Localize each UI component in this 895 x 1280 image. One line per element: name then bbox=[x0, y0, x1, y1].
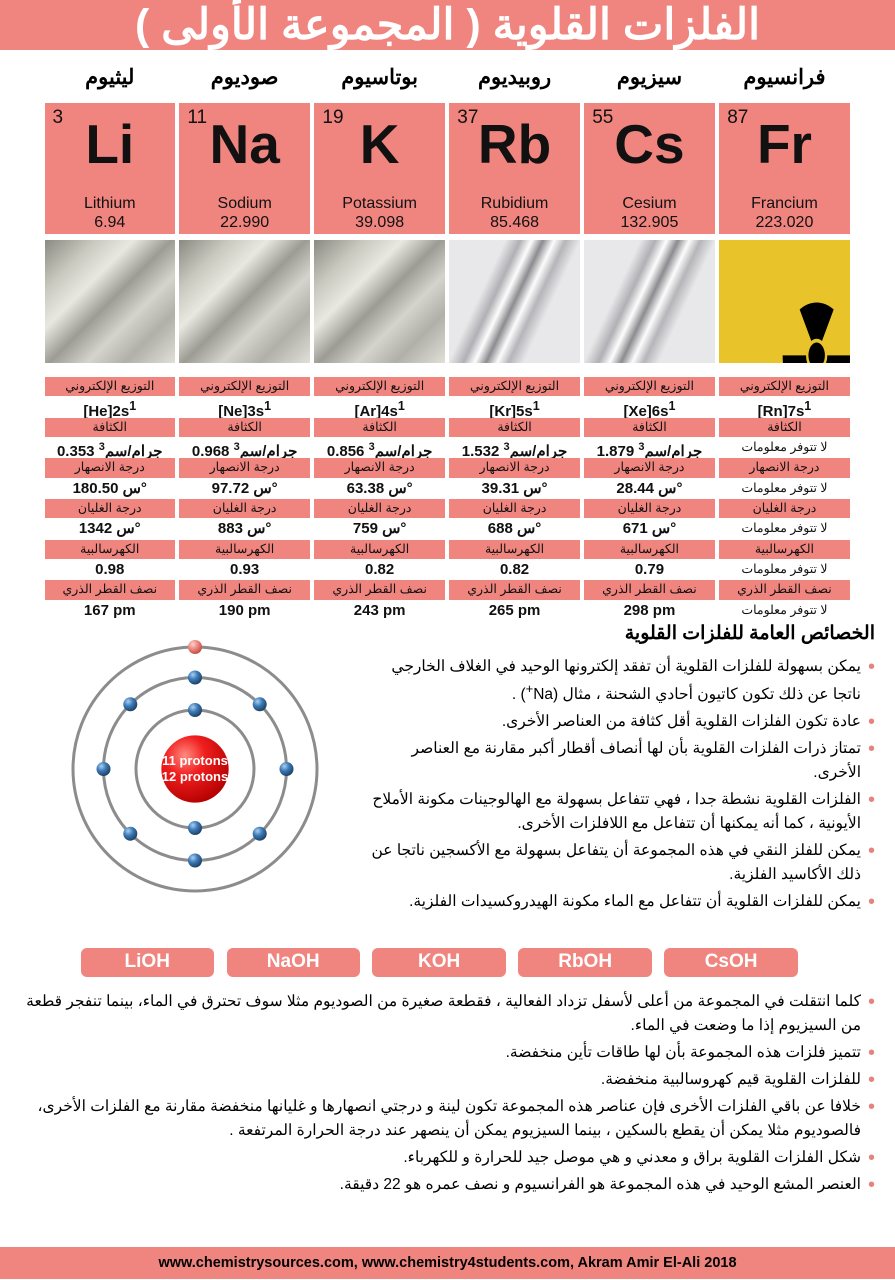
svg-text:12 protons: 12 protons bbox=[162, 769, 228, 784]
svg-text:11 protons: 11 protons bbox=[162, 753, 228, 768]
